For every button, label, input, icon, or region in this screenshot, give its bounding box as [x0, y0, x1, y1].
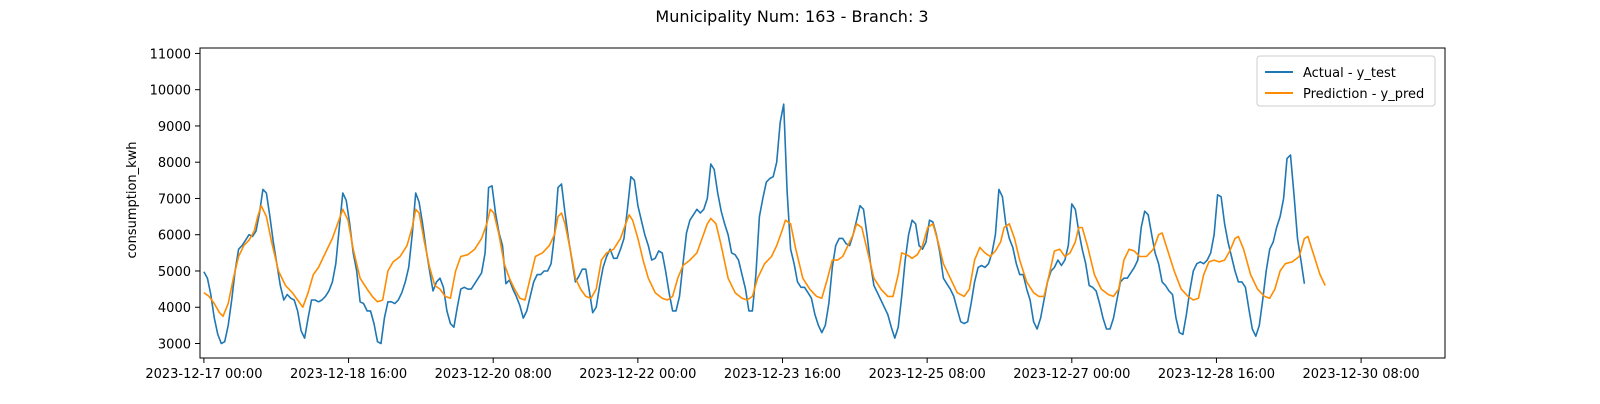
- legend: Actual - y_test Prediction - y_pred: [1256, 55, 1436, 107]
- y-tick-label: 9000: [158, 120, 191, 135]
- axes-frame: [199, 47, 1446, 359]
- y-tick-label: 5000: [158, 265, 191, 280]
- x-tick-label: 2023-12-18 16:00: [290, 367, 407, 382]
- y-tick-label: 3000: [158, 337, 191, 352]
- series-line-prediction: [203, 204, 1326, 318]
- y-axis-label: consumption_kwh: [125, 141, 140, 258]
- y-tick-label: 10000: [150, 84, 191, 99]
- x-tick-label: 2023-12-28 16:00: [1158, 367, 1275, 382]
- x-tick-label: 2023-12-25 08:00: [869, 367, 986, 382]
- x-tick-label: 2023-12-23 16:00: [724, 367, 841, 382]
- plot-area: 3000 4000 5000 6000 7000 8000 9000 10000 11000 20…: [145, 47, 1446, 382]
- y-tick-label: 6000: [158, 229, 191, 244]
- x-tick-label: 2023-12-30 08:00: [1303, 367, 1420, 382]
- legend-label-actual: Actual - y_test: [1303, 66, 1396, 81]
- x-tick-label: 2023-12-27 00:00: [1013, 367, 1130, 382]
- x-tick-label: 2023-12-17 00:00: [145, 367, 262, 382]
- x-tick-label: 2023-12-20 08:00: [435, 367, 552, 382]
- legend-box: [1256, 55, 1436, 107]
- y-tick-label: 8000: [158, 156, 191, 171]
- x-tick-label: 2023-12-22 00:00: [579, 367, 696, 382]
- y-tick-label: 11000: [150, 47, 191, 62]
- y-tick-label: 7000: [158, 192, 191, 207]
- legend-label-prediction: Prediction - y_pred: [1303, 87, 1424, 102]
- chart-title: Municipality Num: 163 - Branch: 3: [655, 7, 928, 26]
- y-tick-label: 4000: [158, 301, 191, 316]
